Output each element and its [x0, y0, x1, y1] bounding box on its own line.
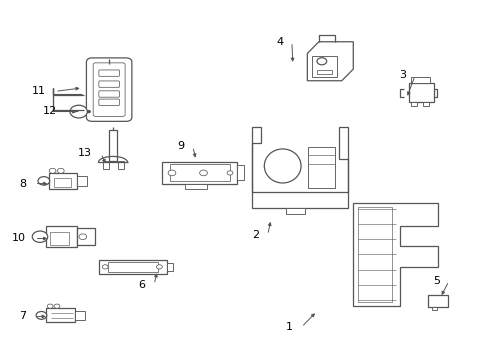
Circle shape	[47, 304, 53, 308]
Bar	[410, 77, 429, 84]
Text: 5: 5	[432, 276, 439, 286]
Bar	[46, 308, 75, 323]
Circle shape	[226, 171, 232, 175]
Bar	[427, 295, 447, 306]
Circle shape	[79, 234, 86, 239]
Bar	[316, 70, 331, 75]
Bar	[109, 130, 117, 161]
Circle shape	[49, 168, 56, 173]
Circle shape	[36, 311, 47, 319]
Text: 11: 11	[32, 86, 46, 96]
Bar	[285, 208, 305, 214]
Bar	[50, 232, 69, 245]
Bar	[423, 102, 428, 106]
Text: 1: 1	[285, 322, 292, 332]
Bar	[118, 161, 123, 169]
Circle shape	[38, 177, 50, 185]
Text: 3: 3	[399, 71, 406, 80]
FancyBboxPatch shape	[99, 91, 119, 97]
Text: 2: 2	[251, 230, 259, 240]
Bar	[49, 173, 77, 189]
Circle shape	[102, 265, 108, 269]
FancyBboxPatch shape	[99, 81, 119, 87]
Circle shape	[316, 58, 326, 65]
Text: 8: 8	[19, 179, 26, 189]
Bar	[77, 228, 94, 245]
Circle shape	[54, 304, 60, 308]
Circle shape	[32, 231, 48, 242]
Bar	[108, 261, 158, 272]
Circle shape	[57, 168, 64, 173]
Circle shape	[199, 170, 207, 176]
Ellipse shape	[264, 149, 301, 183]
Circle shape	[156, 265, 162, 269]
Text: 13: 13	[78, 148, 92, 158]
Bar	[307, 147, 334, 188]
Bar	[53, 178, 71, 187]
Bar	[408, 84, 433, 102]
FancyBboxPatch shape	[99, 70, 119, 76]
Text: 9: 9	[177, 141, 183, 151]
Bar	[184, 184, 207, 189]
Text: 7: 7	[19, 311, 26, 321]
Bar	[357, 207, 391, 302]
Bar	[169, 165, 229, 181]
Circle shape	[168, 170, 176, 176]
Bar	[77, 176, 86, 186]
Bar	[99, 260, 167, 274]
Polygon shape	[352, 203, 437, 306]
Bar	[103, 161, 109, 169]
Text: 4: 4	[276, 37, 283, 47]
Bar	[410, 102, 416, 106]
Text: 12: 12	[43, 106, 57, 116]
Bar	[237, 166, 244, 180]
FancyBboxPatch shape	[86, 58, 132, 121]
Bar	[431, 306, 436, 310]
Bar	[75, 311, 85, 320]
Text: 10: 10	[12, 234, 26, 243]
FancyBboxPatch shape	[93, 63, 125, 116]
Bar	[167, 262, 173, 271]
Bar	[46, 226, 77, 247]
FancyBboxPatch shape	[99, 99, 119, 105]
Circle shape	[70, 105, 87, 118]
Text: 6: 6	[138, 280, 145, 289]
Polygon shape	[251, 127, 348, 208]
Circle shape	[87, 111, 90, 113]
Bar	[162, 162, 237, 184]
Bar	[311, 56, 337, 77]
Polygon shape	[307, 42, 352, 81]
